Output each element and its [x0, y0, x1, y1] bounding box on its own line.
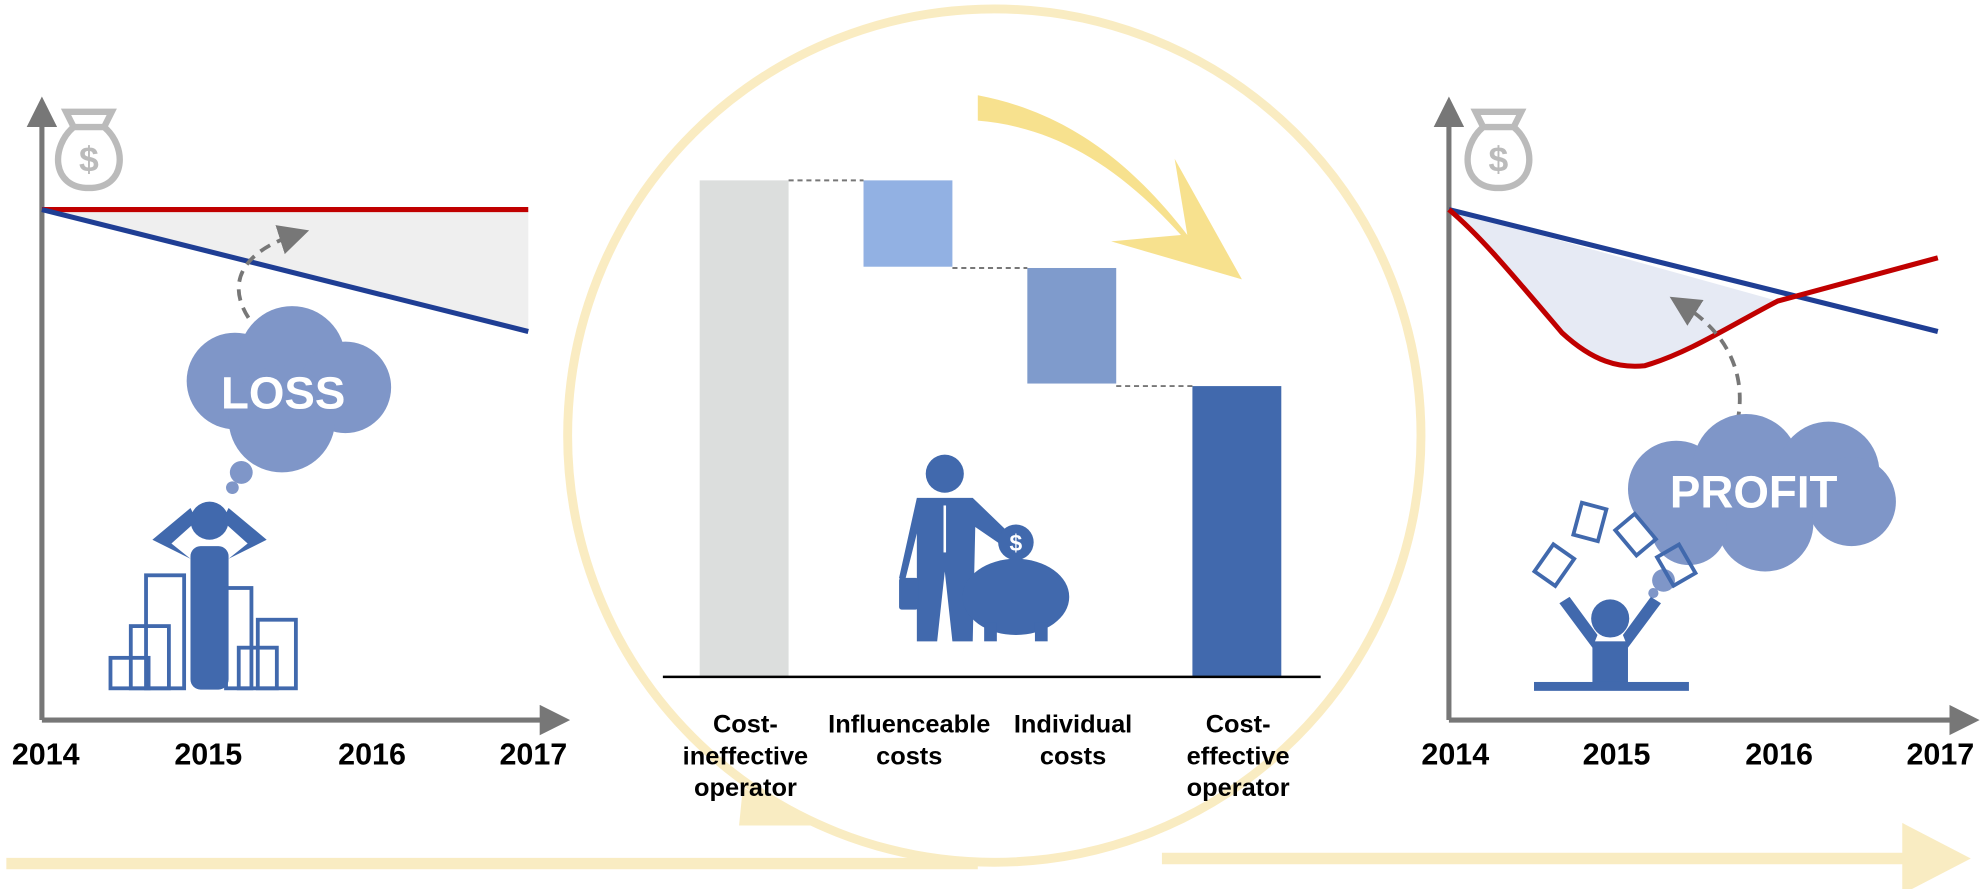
category-line: Individual	[1014, 711, 1132, 739]
category-line: costs	[1040, 743, 1106, 771]
category-label: Cost-effective operator	[1187, 711, 1290, 802]
x-tick-label: 2015	[174, 738, 242, 772]
category-label: Cost-ineffective operator	[683, 711, 809, 802]
svg-text:$: $	[1010, 530, 1023, 556]
x-tick-label: 2017	[499, 738, 567, 772]
category-line: costs	[876, 743, 942, 771]
svg-text:$: $	[79, 139, 99, 179]
category-line: operator	[694, 774, 797, 802]
right-chart: $ PROFIT	[1449, 112, 1965, 720]
callout: LOSS	[221, 367, 345, 418]
category-line: Cost-	[713, 711, 778, 739]
category-label: Influenceable costs	[828, 711, 990, 771]
category-line: effective	[1187, 743, 1290, 771]
x-tick-label: 2015	[1583, 738, 1651, 772]
svg-text:$: $	[1489, 139, 1509, 179]
callout: PROFIT	[1670, 466, 1838, 517]
x-tick-label: 2014	[12, 738, 80, 772]
left-chart: $ LOSS	[42, 112, 555, 720]
category-line: operator	[1187, 774, 1290, 802]
infographic: $ LOSS $ $ PROFIT 2014 2015 2016 2017 2014 20…	[0, 0, 1981, 889]
x-tick-label: 2016	[338, 738, 406, 772]
x-tick-label: 2014	[1421, 738, 1489, 772]
category-label: Individual costs	[1014, 711, 1132, 771]
category-line: Cost-	[1206, 711, 1271, 739]
x-tick-label: 2016	[1745, 738, 1813, 772]
page: {"left_chart":{"x_labels":["2014","2015"…	[0, 0, 1981, 889]
x-tick-label: 2017	[1906, 738, 1974, 772]
category-line: ineffective	[683, 743, 809, 771]
category-line: Influenceable	[828, 711, 990, 739]
